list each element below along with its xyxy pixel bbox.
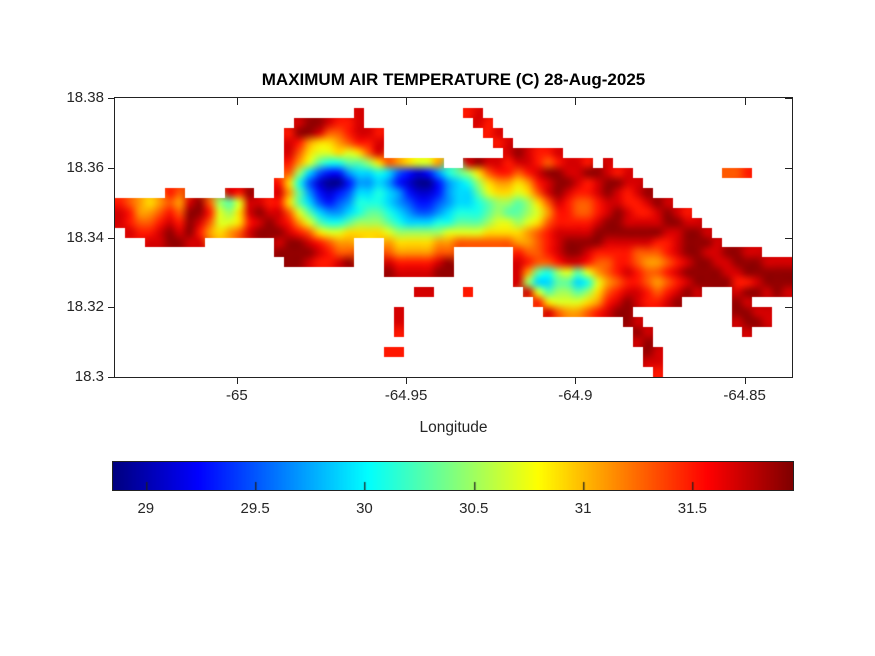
y-tick-label: 18.34	[66, 228, 104, 246]
colorbar-tick-label: 31.5	[677, 500, 707, 517]
y-tick-label: 18.38	[66, 89, 104, 106]
colorbar-tick-label: 31	[574, 500, 592, 517]
y-tick-label: 18.32	[66, 298, 104, 316]
x-axis-label: Longitude	[419, 419, 488, 436]
x-tick	[236, 377, 238, 384]
temperature-heatmap-canvas	[115, 98, 792, 377]
y-tick-label: 18.3	[74, 368, 104, 385]
y-tick-label: 18.36	[66, 158, 104, 176]
colorbar-tick-label: 29.5	[240, 500, 270, 517]
colorbar-tick-label: 29	[137, 500, 155, 517]
x-tick	[575, 98, 577, 105]
x-tick	[406, 377, 408, 384]
x-tick-label: -65	[226, 387, 248, 404]
y-tick	[785, 237, 792, 239]
x-tick	[236, 98, 238, 105]
y-tick	[785, 377, 792, 378]
y-tick	[785, 307, 792, 309]
x-tick-label: -64.95	[384, 387, 428, 404]
y-tick	[785, 167, 792, 169]
y-tick	[108, 237, 115, 239]
x-tick	[575, 377, 577, 384]
y-tick	[108, 167, 115, 169]
colorbar-tick-label: 30	[356, 500, 373, 517]
colorbar-tick-label: 30.5	[459, 500, 489, 517]
y-tick	[108, 98, 115, 99]
x-tick	[406, 98, 408, 105]
y-tick	[785, 98, 792, 99]
colorbar-canvas	[112, 461, 794, 491]
x-tick-label: -64.9	[558, 387, 593, 404]
chart-title: MAXIMUM AIR TEMPERATURE (C) 28-Aug-2025	[261, 70, 646, 89]
x-tick	[744, 377, 746, 384]
y-tick	[108, 307, 115, 309]
x-tick-label: -64.85	[723, 387, 766, 404]
x-tick	[744, 98, 746, 105]
y-tick	[108, 377, 115, 378]
